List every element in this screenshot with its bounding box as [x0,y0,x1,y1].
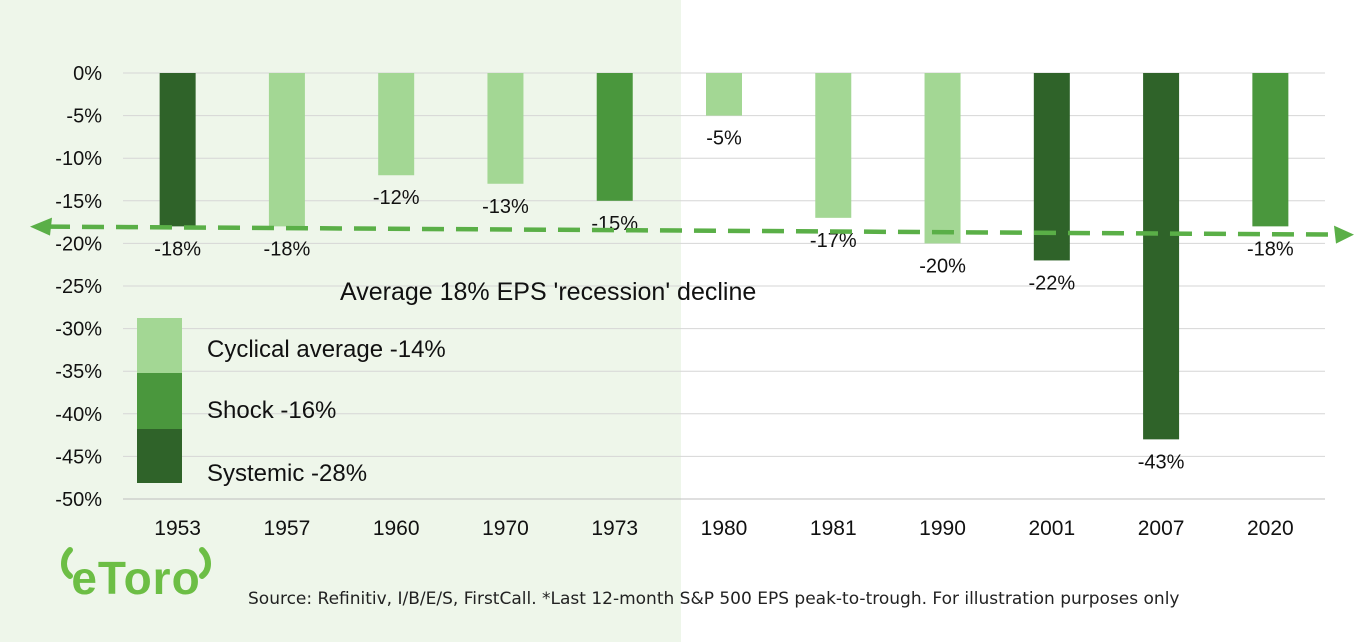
bar [924,73,961,244]
bar [1033,73,1070,261]
bar-value-label: -18% [154,238,201,260]
bar [159,73,196,227]
x-tick-label: 1981 [810,517,857,540]
y-tick-label: -15% [55,191,102,213]
y-tick-label: -5% [66,106,102,128]
x-tick-label: 2001 [1028,517,1075,540]
y-tick-label: 0% [73,63,102,85]
bar-value-label: -43% [1138,451,1185,473]
x-tick-label: 1953 [154,517,201,540]
etoro-logo: eToro [61,547,211,600]
average-arrow-left [30,217,52,236]
legend-label: Systemic -28% [207,460,367,487]
average-arrow-right [1334,225,1354,244]
source-note: Source: Refinitiv, I/B/E/S, FirstCall. *… [248,589,1180,609]
x-tick-label: 2007 [1138,517,1185,540]
x-tick-label: 1973 [591,517,638,540]
bar-value-label: -18% [1247,238,1294,260]
bar-value-label: -18% [264,238,311,260]
y-tick-label: -10% [55,148,102,170]
x-tick-label: 1960 [373,517,420,540]
bar-value-label: -12% [373,187,420,209]
bar [596,73,633,201]
bar [1143,73,1180,440]
bar [815,73,852,218]
x-tick-label: 2020 [1247,517,1294,540]
bar-value-label: -20% [919,255,966,277]
average-line-label: Average 18% EPS 'recession' decline [340,278,756,306]
legend-label: Shock -16% [207,397,336,424]
y-tick-label: -45% [55,446,102,468]
bar-value-label: -13% [482,196,529,218]
legend-swatch [137,429,182,483]
y-tick-label: -35% [55,361,102,383]
average-line [47,224,1339,237]
y-tick-label: -40% [55,404,102,426]
x-tick-label: 1970 [482,517,529,540]
bar [1252,73,1289,227]
x-tick-label: 1990 [919,517,966,540]
svg-text:eToro: eToro [71,552,200,600]
legend-swatch [137,318,182,374]
y-tick-label: -20% [55,233,102,255]
bar-value-label: -5% [706,128,742,150]
y-tick-label: -50% [55,489,102,511]
x-tick-label: 1957 [264,517,311,540]
legend-label: Cyclical average -14% [207,336,446,363]
x-tick-label: 1980 [701,517,748,540]
y-tick-label: -25% [55,276,102,298]
bar [268,73,305,227]
y-tick-label: -30% [55,319,102,341]
bar [378,73,415,176]
bar-value-label: -22% [1028,272,1075,294]
legend-swatch [137,373,182,429]
bar-value-label: -17% [810,230,857,252]
bar [487,73,524,184]
bar [706,73,742,116]
shaded-region [0,0,681,642]
